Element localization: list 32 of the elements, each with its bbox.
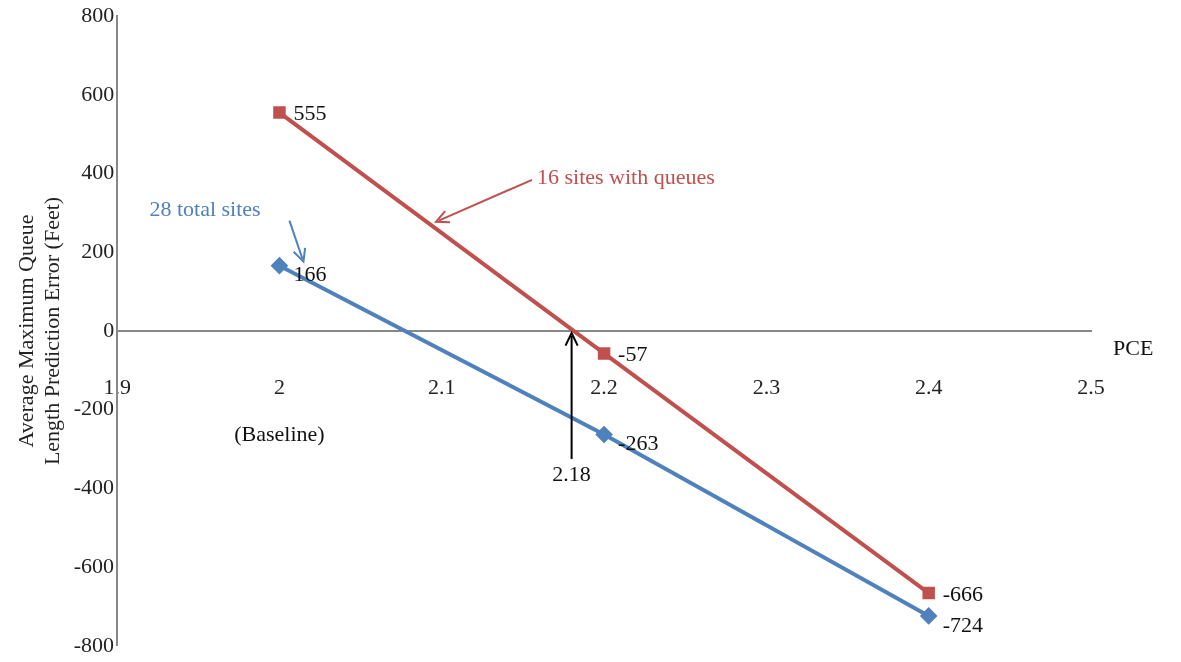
data-label: -666 xyxy=(942,580,984,606)
x-tick-label: 2.4 xyxy=(914,373,943,399)
y-tick-label: -400 xyxy=(73,474,115,500)
annotation: 2.18 xyxy=(552,461,591,486)
point xyxy=(597,347,611,360)
point xyxy=(920,607,937,624)
y-tick-label: 0 xyxy=(103,316,115,342)
x-tick-label: 2.2 xyxy=(590,373,618,399)
data-label: -263 xyxy=(618,430,659,456)
text: 16 sites with queues xyxy=(537,163,715,189)
point xyxy=(596,426,613,443)
x-axis-title: PCE xyxy=(1113,334,1154,360)
x-tick-label: 2.3 xyxy=(752,373,781,399)
data-label: 555 xyxy=(293,100,327,126)
point xyxy=(922,586,935,600)
y-axis-title: Average Maximum Queue Length Prediction Error (Feet) xyxy=(12,196,65,466)
point xyxy=(273,106,286,119)
data-label: 166 xyxy=(293,261,327,287)
data-label: -57 xyxy=(618,341,648,367)
point xyxy=(271,257,288,274)
y-tick-label: 800 xyxy=(81,1,115,27)
x-tick-label: 2 xyxy=(273,373,285,399)
data-label: -724 xyxy=(942,611,984,637)
y-tick-label: 200 xyxy=(81,238,115,264)
y-tick-label: -600 xyxy=(73,552,115,578)
y-tick-label: 400 xyxy=(81,159,115,185)
y-tick-label: 600 xyxy=(81,80,115,106)
x-tick-label: 2.1 xyxy=(428,373,456,399)
annotation: (Baseline) xyxy=(234,421,325,446)
series-label: 28 total sites xyxy=(149,195,261,221)
x-tick-label: 2.5 xyxy=(1077,373,1105,399)
y-tick-label: -800 xyxy=(73,631,115,657)
